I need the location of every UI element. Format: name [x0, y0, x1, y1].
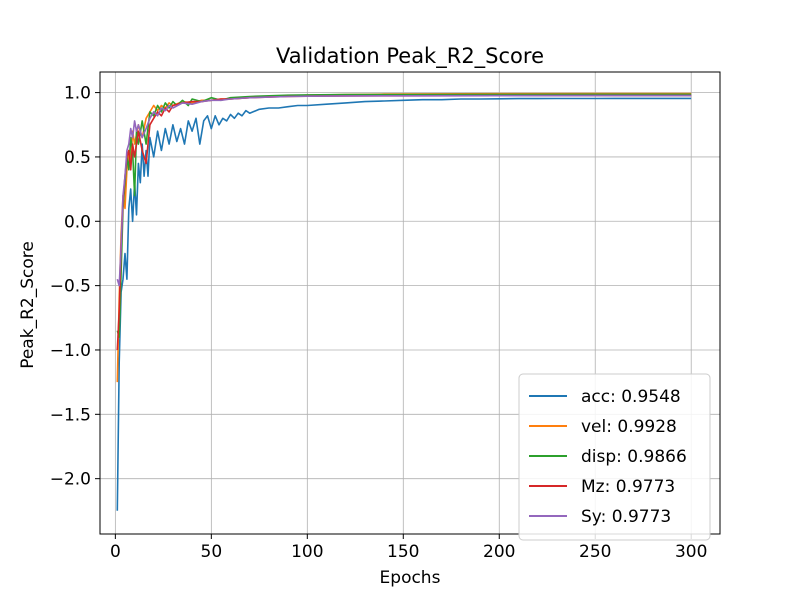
- x-tick-label: 200: [483, 542, 515, 562]
- x-tick-label: 100: [291, 542, 323, 562]
- y-tick-label: −0.5: [50, 277, 91, 297]
- x-tick-label: 150: [387, 542, 419, 562]
- legend-label: Sy: 0.9773: [581, 507, 671, 527]
- x-tick-label: 250: [579, 542, 611, 562]
- y-tick-label: −1.5: [50, 405, 91, 425]
- legend: acc: 0.9548 vel: 0.9928 disp: 0.9866 Mz: 0.…: [518, 373, 711, 541]
- legend-label: acc: 0.9548: [581, 387, 681, 407]
- legend-label: vel: 0.9928: [581, 417, 677, 437]
- y-tick-label: 1.0: [64, 84, 91, 104]
- series-line: [116, 93, 692, 338]
- x-tick-label: 50: [201, 542, 223, 562]
- x-axis-ticks: 0 50 100 150 200 250 300: [110, 534, 707, 562]
- x-axis-label: Epochs: [380, 568, 441, 588]
- chart-title: Validation Peak_R2_Score: [276, 44, 544, 69]
- y-tick-label: 0.0: [64, 212, 91, 232]
- series-layer: [116, 92, 692, 511]
- series-line: [116, 97, 692, 511]
- legend-label: disp: 0.9866: [581, 447, 687, 467]
- y-tick-label: 0.5: [64, 148, 91, 168]
- y-tick-label: −2.0: [50, 470, 91, 490]
- series-line: [116, 94, 692, 287]
- y-tick-label: −1.0: [50, 341, 91, 361]
- legend-box: [518, 373, 711, 541]
- y-axis-label: Peak_R2_Score: [18, 241, 38, 369]
- x-tick-label: 0: [110, 542, 121, 562]
- plot-frame: [99, 71, 721, 535]
- legend-label: Mz: 0.9773: [581, 477, 675, 497]
- grid-lines: [100, 72, 720, 534]
- y-axis-ticks: −2.0 −1.5 −1.0 −0.5 0.0 0.5 1.0: [50, 84, 100, 490]
- x-tick-label: 300: [675, 542, 707, 562]
